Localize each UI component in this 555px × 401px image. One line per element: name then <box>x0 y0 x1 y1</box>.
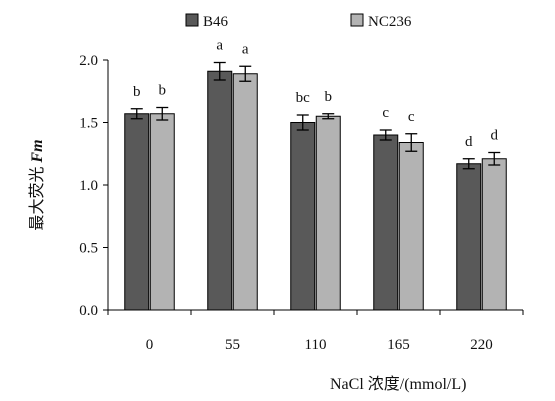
x-tick-label: 0 <box>146 337 154 353</box>
x-tick-label: 165 <box>387 337 410 353</box>
legend-label-b46: B46 <box>203 14 229 30</box>
y-tick-label: 1.0 <box>79 178 98 194</box>
significance-label-nc236: b <box>159 83 167 99</box>
bar-nc236-55 <box>232 73 258 311</box>
x-axis-title-prefix: NaCl <box>330 376 364 393</box>
y-tick-label: 2.0 <box>79 53 98 69</box>
bar-b46-165 <box>373 134 399 311</box>
y-axis-title: 最大荧光 Fm <box>28 139 46 230</box>
bar-b46-0 <box>124 113 150 311</box>
y-tick-label: 0.5 <box>79 241 98 257</box>
y-axis-title-cn: 最大荧光 <box>28 167 46 231</box>
bar-nc236-0 <box>149 113 175 311</box>
y-axis-title-symbol: Fm <box>29 139 46 163</box>
significance-label-b46: c <box>382 105 389 121</box>
bar-nc236-110 <box>315 115 341 311</box>
significance-label-nc236: c <box>408 109 415 125</box>
bar-b46-110 <box>290 122 316 311</box>
legend: B46 NC236 <box>185 13 412 30</box>
significance-label-b46: a <box>216 38 223 54</box>
x-tick-label: 55 <box>225 337 240 353</box>
legend-label-nc236: NC236 <box>368 14 412 30</box>
legend-swatch-nc236 <box>350 13 364 27</box>
bar-nc236-220 <box>481 158 507 311</box>
x-axis-title: NaCl 浓度/(mmol/L) <box>330 375 466 393</box>
legend-swatch-b46 <box>185 13 199 27</box>
bar-b46-55 <box>207 70 233 311</box>
significance-label-nc236: b <box>325 89 333 105</box>
y-tick-label: 1.5 <box>79 116 98 132</box>
significance-label-b46: bc <box>296 90 311 106</box>
significance-label-nc236: d <box>491 128 499 144</box>
bar-b46-220 <box>456 163 482 311</box>
y-tick-label: 0.0 <box>79 303 98 319</box>
significance-label-nc236: a <box>242 41 249 57</box>
x-tick-label: 110 <box>305 337 327 353</box>
x-tick-label: 220 <box>470 337 493 353</box>
bar-nc236-165 <box>398 142 424 311</box>
significance-label-b46: d <box>465 134 473 150</box>
significance-label-b46: b <box>133 84 141 100</box>
x-axis-title-rest: 浓度/(mmol/L) <box>368 375 467 393</box>
